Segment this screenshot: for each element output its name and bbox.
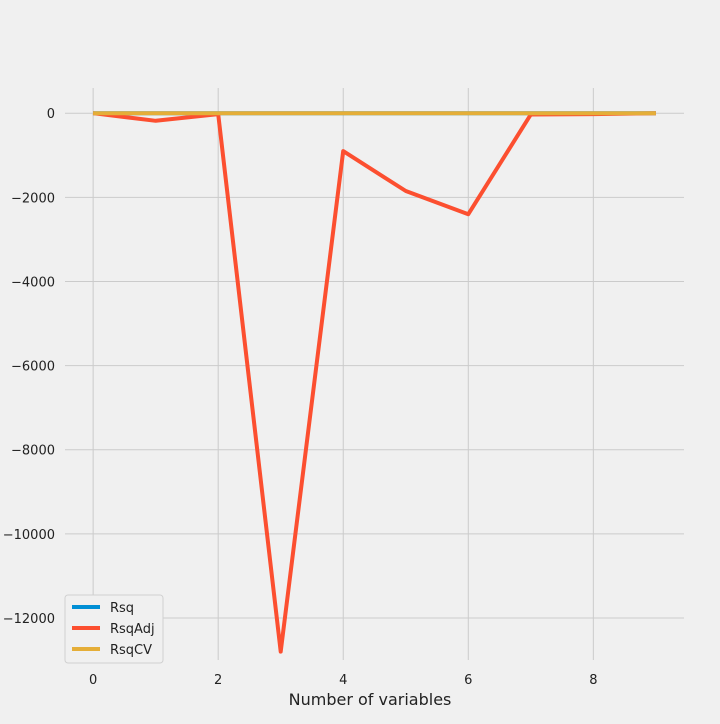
y-tick-label: −10000 (3, 528, 55, 543)
legend-box (64, 594, 164, 664)
x-tick-label: 2 (214, 673, 222, 688)
y-tick-label: −12000 (3, 612, 55, 627)
x-tick-label: 8 (589, 673, 597, 688)
y-tick-label: 0 (47, 107, 55, 122)
legend-label: Rsq (110, 601, 134, 616)
series-line-rsqadj (92, 111, 656, 654)
x-tick-label: 6 (464, 673, 472, 688)
y-tick-label: −4000 (11, 275, 55, 290)
legend-label: RsqCV (110, 643, 152, 658)
grid (65, 88, 684, 660)
series-lines (92, 111, 656, 654)
x-tick-label: 4 (339, 673, 347, 688)
x-tick-label: 0 (89, 673, 97, 688)
y-tick-label: −2000 (11, 191, 55, 206)
y-tick-label: −8000 (11, 444, 55, 459)
x-axis-label: Number of variables (289, 690, 452, 709)
legend: Rsq RsqAdj RsqCV (64, 594, 164, 664)
legend-label: RsqAdj (110, 622, 155, 637)
y-tick-label: −6000 (11, 360, 55, 375)
tick-labels: 0 2 4 6 8 0 −2000 −4000 −6000 −8000 −10000 −12000 (3, 107, 598, 688)
